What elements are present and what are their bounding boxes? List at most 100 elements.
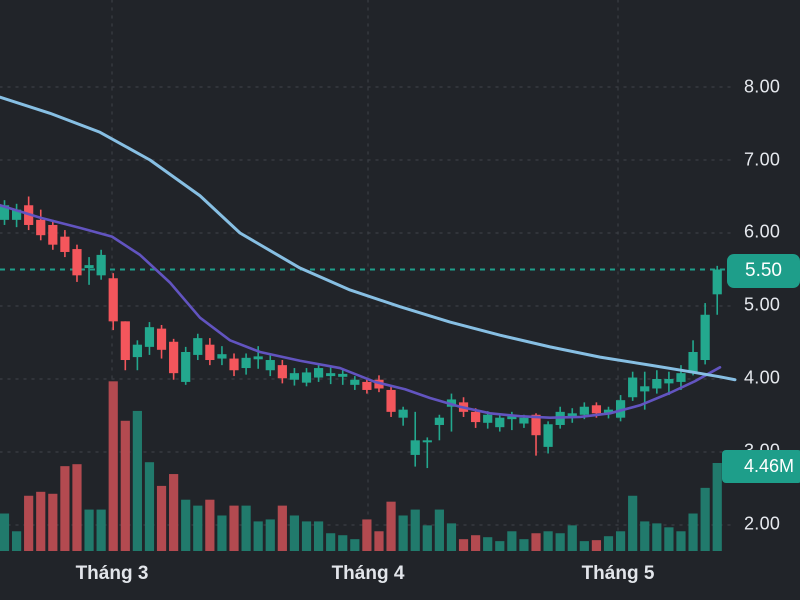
candle-body	[543, 424, 553, 447]
volume-bar	[555, 533, 565, 551]
candle-body	[350, 379, 360, 385]
volume-bar	[362, 519, 372, 551]
volume-bar	[386, 501, 396, 551]
candle-body	[579, 406, 589, 415]
volume-bar	[156, 485, 167, 551]
volume-bar	[712, 463, 722, 551]
candle-body	[410, 440, 420, 455]
candle-body	[108, 278, 118, 322]
candle-body	[36, 219, 46, 236]
volume-bar	[652, 523, 662, 551]
candle-body	[688, 351, 698, 374]
candle-body	[217, 354, 227, 359]
volume-bar	[688, 513, 698, 551]
last-price-badge: 5.50	[727, 254, 800, 288]
candle-body	[289, 373, 300, 380]
candle-body	[386, 389, 396, 412]
volume-bar	[495, 541, 505, 551]
volume-bar	[434, 509, 444, 551]
volume-bar	[193, 505, 203, 551]
candle-body	[615, 400, 626, 418]
volume-bar	[24, 495, 34, 551]
candle-body	[277, 365, 287, 379]
volume-bar	[579, 541, 589, 551]
candle-body	[72, 249, 82, 276]
volume-bar	[11, 531, 22, 551]
volume-bar	[217, 515, 227, 551]
candle-body	[664, 379, 674, 384]
candle-body	[591, 405, 602, 414]
volume-bar	[422, 525, 432, 551]
volume-bar	[567, 525, 577, 551]
volume-bar	[531, 533, 541, 551]
volume-bar	[398, 515, 408, 551]
volume-bar	[615, 531, 626, 551]
volume-bar	[72, 464, 82, 551]
volume-bar	[591, 540, 602, 551]
candle-body	[181, 351, 191, 382]
candle-body	[338, 373, 348, 377]
candle-body	[0, 205, 10, 220]
candle-body	[434, 417, 444, 425]
candle-body	[398, 409, 408, 418]
volume-bar	[458, 539, 469, 551]
volume-bar	[664, 527, 674, 551]
candle-body	[96, 254, 106, 276]
candle-body	[265, 360, 275, 371]
candle-body	[531, 414, 541, 436]
candle-body	[132, 344, 142, 358]
volume-bar	[181, 499, 191, 551]
candle-body	[471, 411, 481, 423]
candle-body	[48, 224, 58, 245]
volume-bar	[519, 539, 529, 551]
volume-bar	[628, 495, 638, 551]
candle-body	[567, 413, 577, 417]
candle-body	[169, 341, 179, 374]
candle-body	[603, 409, 614, 414]
last-volume-badge: 4.46M	[722, 450, 800, 483]
volume-bar	[120, 420, 130, 551]
candle-body	[483, 414, 493, 423]
volume-bar	[374, 531, 384, 551]
candle-body	[652, 379, 662, 389]
volume-bar	[301, 521, 312, 551]
volume-bar	[640, 521, 650, 551]
volume-bar	[36, 491, 46, 551]
volume-bar	[60, 466, 70, 551]
candle-body	[229, 358, 239, 371]
candle-body	[519, 417, 529, 424]
volume-bar	[471, 535, 481, 551]
candle-body	[422, 440, 432, 443]
candle-body	[313, 368, 324, 378]
volume-bar	[326, 533, 336, 551]
candle-body	[676, 373, 686, 382]
volume-bar	[229, 505, 239, 551]
ma-line-fast	[0, 203, 722, 419]
volume-bar	[277, 505, 287, 551]
candle-body	[11, 209, 22, 220]
volume-bar	[603, 536, 614, 551]
candle-body	[156, 328, 167, 350]
candle-body	[362, 381, 372, 390]
volume-bar	[313, 521, 324, 551]
candle-body	[84, 265, 94, 269]
candle-body	[253, 356, 263, 360]
candle-body	[241, 357, 251, 369]
volume-bar	[205, 499, 215, 551]
candle-body	[205, 344, 215, 361]
volume-bar	[446, 523, 457, 551]
candle-body	[700, 314, 710, 361]
volume-bar	[507, 531, 517, 551]
volume-bar	[265, 519, 275, 551]
volume-bar	[84, 509, 94, 551]
volume-bar	[543, 531, 553, 551]
candle-body	[120, 321, 130, 361]
candle-body	[495, 417, 505, 428]
candle-body	[712, 269, 722, 295]
volume-bar	[144, 462, 155, 551]
volume-bar	[96, 509, 106, 551]
volume-bar	[169, 474, 179, 551]
ma-line-slow	[0, 95, 737, 382]
